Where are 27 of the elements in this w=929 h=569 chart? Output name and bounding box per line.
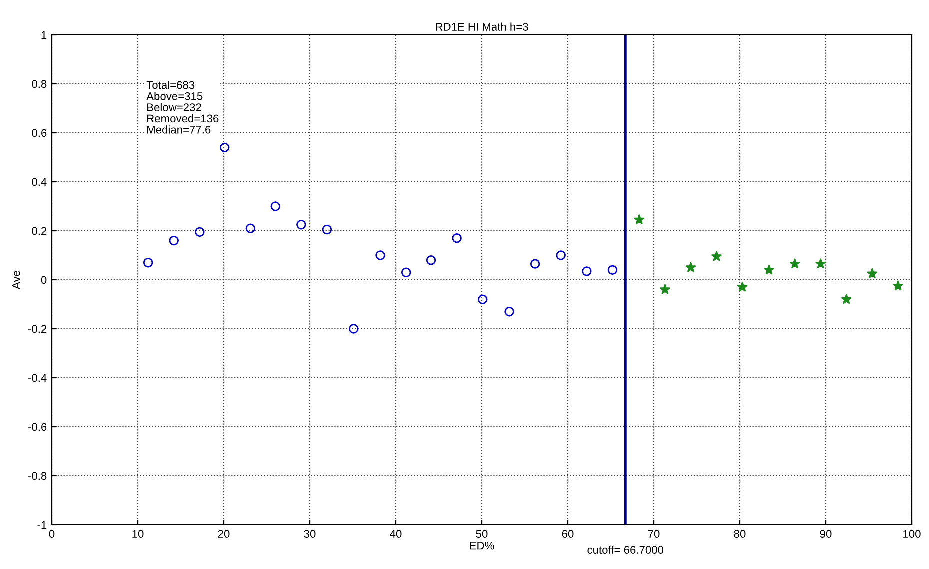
x-tick-label: 20 [218,530,230,538]
x-tick-label: 70 [648,530,660,538]
y-tick-label: 1 [42,31,47,40]
x-tick-label: 60 [562,530,574,538]
ref-line-label: cutoff= 66.7000 [588,546,664,554]
annotation: Total=683 Above=315 Below=232 Removed=136 Median=77.6 [146,80,219,134]
y-axis-title: Ave [12,271,20,290]
x-tick-label: 10 [132,530,144,538]
x-axis-title: ED% [470,542,494,550]
x-tick-label: 0 [49,530,55,538]
x-tick-label: 30 [304,530,316,538]
y-tick-label: -0.4 [28,374,47,382]
y-tick-label: 0.2 [32,227,47,236]
x-tick-label: 90 [820,530,832,538]
chart-title: RD1E HI Math h=3 [436,22,528,31]
x-tick-label: 50 [476,530,488,538]
y-tick-label: 0 [41,276,47,284]
y-tick-label: -1 [38,521,47,530]
x-tick-label: 100 [904,530,921,538]
y-tick-label: -0.6 [28,423,47,432]
x-tick-label: 80 [734,530,746,538]
y-tick-label: -0.8 [28,472,47,480]
x-tick-label: 40 [390,530,402,538]
y-tick-label: 0.6 [32,129,47,138]
y-tick-label: 0.8 [32,80,47,88]
y-tick-label: -0.2 [28,325,47,334]
y-tick-label: 0.4 [32,178,47,186]
